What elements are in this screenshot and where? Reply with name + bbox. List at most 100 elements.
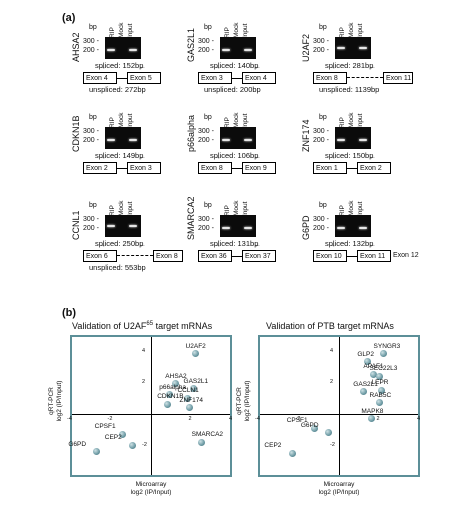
spliced-size: spliced: 152bp: [95, 61, 144, 70]
exon-box: Exon 37: [242, 250, 276, 262]
primer-forward-icon: →: [214, 64, 221, 71]
point-label: CCLN1: [177, 387, 199, 395]
gel-image: [105, 37, 141, 59]
exon-box: Exon 8: [153, 250, 183, 262]
point-label: G6PD: [68, 440, 87, 448]
point-label: SMARCA2: [191, 431, 224, 439]
bp-unit: bp: [89, 114, 97, 121]
data-point: [311, 424, 319, 432]
y-tick-label: 4: [330, 347, 334, 354]
exon-box: Exon 3: [198, 72, 232, 84]
intron-line: [347, 77, 383, 78]
data-point: [183, 394, 191, 402]
marker-300: 300 -: [313, 38, 329, 45]
y-tick-label: -2: [142, 442, 147, 449]
marker-200: 200 -: [313, 137, 329, 144]
marker-200: 200 -: [198, 47, 214, 54]
gene-name: SMARCA2: [186, 196, 196, 240]
gel-band: [337, 227, 345, 229]
gel-image: [335, 37, 371, 59]
data-point: [129, 441, 137, 449]
gel-band: [359, 139, 367, 141]
gel-image: [335, 215, 371, 237]
data-point: [171, 380, 179, 388]
spliced-size: spliced: 140bp: [210, 61, 259, 70]
bp-unit: bp: [319, 24, 327, 31]
data-point: [192, 350, 200, 358]
spliced-size: spliced: 250bp: [95, 239, 144, 248]
point-label: p66alpha: [159, 383, 186, 391]
data-point: [119, 430, 127, 438]
y-tick-label: -2: [330, 442, 335, 449]
point-label: GAS2L1: [353, 380, 378, 388]
exon-box: Exon 6: [83, 250, 117, 262]
lane-label: Mock: [233, 22, 240, 38]
bp-unit: bp: [319, 202, 327, 209]
marker-300: 300 -: [83, 38, 99, 45]
marker-200: 200 -: [83, 47, 99, 54]
gel-band: [222, 139, 230, 141]
primer-reverse-icon: ←: [139, 242, 146, 249]
lane-label: Mock: [118, 22, 125, 38]
lane-label: Mock: [118, 200, 125, 216]
x-tick-label: 2: [188, 415, 192, 422]
exon-box: Exon 9: [242, 162, 276, 174]
marker-200: 200 -: [83, 137, 99, 144]
panel-a-label: (a): [62, 12, 76, 24]
gel-image: [220, 127, 256, 149]
primer-reverse-icon: ←: [139, 154, 146, 161]
intron-line: [347, 256, 357, 257]
bp-unit: bp: [204, 202, 212, 209]
gel-band: [222, 227, 230, 229]
x-tick-label: -2: [295, 415, 301, 422]
exon-box: Exon 2: [83, 162, 117, 174]
intron-line: [232, 256, 242, 257]
gel-band: [337, 47, 345, 49]
gel-band: [129, 225, 137, 227]
bp-unit: bp: [319, 114, 327, 121]
point-label: SEC22L3: [369, 365, 398, 373]
point-label: G6PD: [300, 421, 319, 429]
x-tick-label: 2: [376, 415, 380, 422]
plot-title: Validation of PTB target mRNAs: [266, 321, 394, 331]
lane-label: Mock: [348, 112, 355, 128]
marker-300: 300 -: [198, 38, 214, 45]
gene-name: U2AF2: [301, 33, 311, 62]
marker-200: 200 -: [83, 225, 99, 232]
gel-band: [337, 139, 345, 141]
x-tick-label: 4: [229, 415, 233, 422]
gel-band: [244, 139, 252, 141]
y-tick-label: 4: [142, 347, 146, 354]
intron-line: [232, 168, 242, 169]
y-axis: [339, 337, 340, 475]
data-point: [376, 372, 383, 380]
gel-band: [129, 49, 137, 51]
marker-300: 300 -: [313, 216, 329, 223]
bp-unit: bp: [89, 202, 97, 209]
unspliced-size: unspliced: 272bp: [89, 85, 146, 94]
point-label: ZNF174: [179, 396, 203, 404]
spliced-size: spliced: 281bp: [325, 61, 374, 70]
primer-reverse-icon: ←: [369, 242, 376, 249]
point-label: U2AF2: [185, 342, 206, 350]
marker-200: 200 -: [313, 225, 329, 232]
gel-band: [129, 139, 137, 141]
marker-200: 200 -: [198, 137, 214, 144]
primer-reverse-icon: ←: [254, 242, 261, 249]
data-point: [288, 449, 296, 457]
marker-300: 300 -: [313, 128, 329, 135]
gel-image: [105, 127, 141, 149]
spliced-size: spliced: 106bp: [210, 151, 259, 160]
point-label: MAPK8: [361, 407, 384, 415]
marker-300: 300 -: [198, 128, 214, 135]
x-axis-label: Microarray log2 (IP/Input): [130, 481, 172, 496]
unspliced-size: unspliced: 200bp: [204, 85, 261, 94]
exon-box: Exon 5: [127, 72, 161, 84]
intron-line: [117, 78, 127, 79]
intron-line: [117, 255, 153, 256]
exon-box: Exon 1: [313, 162, 347, 174]
x-tick-label: -4: [255, 415, 260, 422]
exon-box: Exon 4: [242, 72, 276, 84]
x-tick-label: -2: [107, 415, 113, 422]
spliced-size: spliced: 132bp: [325, 239, 374, 248]
